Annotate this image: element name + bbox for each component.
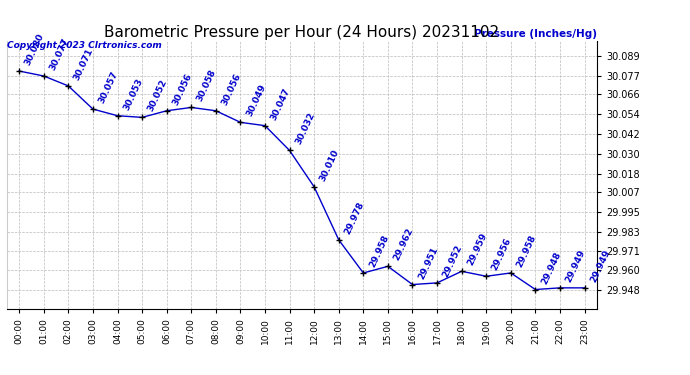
- Text: 29.958: 29.958: [515, 233, 538, 269]
- Text: 30.010: 30.010: [318, 148, 341, 183]
- Text: 30.071: 30.071: [72, 47, 95, 82]
- Text: 29.949: 29.949: [564, 248, 587, 284]
- Text: 30.077: 30.077: [48, 37, 71, 72]
- Text: 30.057: 30.057: [97, 70, 120, 105]
- Text: 29.956: 29.956: [491, 237, 513, 272]
- Text: 29.952: 29.952: [441, 243, 464, 279]
- Text: Pressure (Inches/Hg): Pressure (Inches/Hg): [474, 28, 597, 39]
- Text: Copyright 2023 Clrtronics.com: Copyright 2023 Clrtronics.com: [7, 41, 161, 50]
- Text: 30.056: 30.056: [220, 72, 243, 106]
- Text: 30.052: 30.052: [146, 78, 169, 113]
- Text: 30.056: 30.056: [171, 72, 193, 106]
- Text: 30.053: 30.053: [121, 76, 144, 111]
- Text: 30.058: 30.058: [195, 68, 218, 103]
- Text: 29.948: 29.948: [540, 250, 562, 285]
- Text: 29.978: 29.978: [343, 200, 366, 236]
- Text: 30.032: 30.032: [294, 111, 317, 146]
- Text: 30.049: 30.049: [244, 83, 268, 118]
- Text: 30.080: 30.080: [23, 32, 46, 67]
- Text: 29.962: 29.962: [392, 227, 415, 262]
- Text: 29.949: 29.949: [589, 248, 612, 284]
- Text: 30.047: 30.047: [269, 86, 292, 122]
- Title: Barometric Pressure per Hour (24 Hours) 20231102: Barometric Pressure per Hour (24 Hours) …: [104, 25, 500, 40]
- Text: 29.959: 29.959: [466, 232, 489, 267]
- Text: 29.951: 29.951: [417, 245, 440, 280]
- Text: 29.958: 29.958: [368, 233, 391, 269]
